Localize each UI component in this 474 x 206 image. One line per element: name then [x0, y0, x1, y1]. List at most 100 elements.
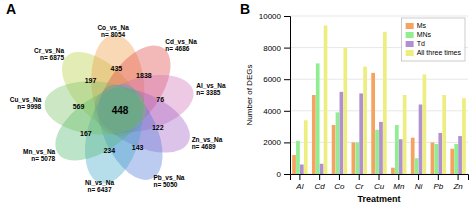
tick-mark — [284, 142, 290, 143]
x-tick-label: Zn — [452, 182, 463, 191]
y-tick-label: 0 — [277, 170, 282, 179]
legend-swatch — [406, 32, 414, 38]
x-tick: Mn — [393, 174, 405, 191]
bar — [355, 142, 359, 174]
legend-item: All three times — [406, 49, 462, 56]
venn-unique-value: 569 — [73, 103, 85, 110]
bar — [371, 73, 375, 174]
grid-line — [290, 16, 468, 17]
x-tick: Ni — [415, 174, 423, 191]
bar — [320, 164, 324, 174]
y-tick-label: 8000 — [263, 44, 281, 53]
venn-unique-value: 76 — [156, 96, 164, 103]
venn-set — [42, 77, 148, 138]
bar — [340, 92, 344, 174]
bar — [419, 104, 423, 174]
x-tick: Cu — [374, 174, 385, 191]
x-tick-label: Co — [334, 182, 345, 191]
venn-unique-values: 197435183876122143234167569 — [73, 65, 165, 154]
grid — [290, 16, 468, 174]
venn-unique-value: 197 — [85, 77, 97, 84]
x-tick-label: Cd — [315, 182, 326, 191]
x-tick: Cd — [315, 174, 326, 191]
venn-labels: Cr_vs_Nan= 6875 Co_vs_Nan= 8054 Cd_vs_Nan=… — [10, 24, 226, 193]
bar — [403, 95, 407, 174]
venn-unique-value: 122 — [152, 124, 164, 131]
tick-mark — [319, 174, 320, 180]
bar — [431, 142, 435, 174]
tick-mark — [284, 48, 290, 49]
tick-mark — [418, 174, 419, 180]
tick-mark — [359, 174, 360, 180]
bar — [423, 74, 427, 174]
tick-mark — [398, 174, 399, 180]
venn-label: Cd_vs_Nan= 4686 — [165, 38, 197, 52]
tick-mark — [438, 174, 439, 180]
bar — [316, 63, 320, 174]
axis-line — [291, 175, 469, 181]
venn-unique-value: 167 — [80, 130, 92, 137]
bar — [450, 149, 454, 174]
venn-label: Cr_vs_Nan= 6875 — [34, 47, 64, 61]
venn-unique-value: 143 — [132, 144, 144, 151]
legend-label: Ms — [417, 22, 427, 29]
venn-label: Ni_vs_Nan= 6437 — [85, 179, 115, 193]
y-axis: 0 2000 4000 6000 8000 10000 — [259, 12, 291, 179]
y-tick: 8000 — [263, 44, 290, 53]
venn-center-value: 448 — [112, 105, 129, 116]
venn-label: Al_vs_Nan= 3385 — [196, 82, 226, 96]
bar — [363, 67, 367, 174]
y-tick: 0 — [277, 170, 290, 179]
bar — [292, 155, 296, 174]
x-tick-label: Al — [295, 182, 303, 191]
tick-mark — [284, 16, 290, 17]
bar — [462, 98, 466, 174]
bar — [454, 144, 458, 174]
y-tick-label: 10000 — [259, 12, 282, 21]
legend-box — [402, 18, 465, 61]
x-tick: Cr — [355, 174, 364, 191]
axis-line — [284, 17, 291, 175]
y-tick: 6000 — [263, 75, 290, 84]
venn-label: Cu_vs_Nan= 9998 — [10, 96, 42, 110]
bar — [458, 136, 462, 174]
bar — [336, 112, 340, 174]
y-axis-title: Number of DEGs — [245, 65, 254, 126]
x-tick-label: Ni — [415, 182, 423, 191]
bar — [438, 133, 442, 174]
y-tick-label: 4000 — [263, 107, 281, 116]
x-axis-title: Treatment — [357, 194, 400, 204]
venn-label: Mn_vs_Nan= 5078 — [23, 148, 56, 162]
tick-mark — [284, 79, 290, 80]
x-axis: Al Cd Co Cr Cu Mn Ni Pb Zn — [291, 174, 469, 191]
y-tick-label: 6000 — [263, 75, 281, 84]
legend: MsMNsTdAll three times — [402, 18, 465, 61]
bar — [383, 32, 387, 174]
tick-mark — [284, 174, 290, 175]
panel-title: A — [6, 1, 16, 17]
venn-label: Co_vs_Nan= 8054 — [97, 24, 129, 38]
y-tick: 2000 — [263, 138, 290, 147]
y-tick: 10000 — [259, 12, 290, 21]
bar-series — [296, 63, 458, 174]
bar — [343, 48, 347, 174]
tick-mark — [339, 174, 340, 180]
x-tick: Pb — [433, 174, 443, 191]
venn-set — [43, 73, 157, 175]
bar — [312, 95, 316, 174]
venn-label: Pb_vs_Nan= 5050 — [153, 174, 184, 188]
tick-mark — [299, 174, 300, 180]
venn-unique-value: 234 — [103, 147, 115, 154]
bar — [395, 125, 399, 174]
bar — [332, 125, 336, 174]
bar — [324, 25, 328, 174]
venn-panel: A448197435183876122143234167569Cr_vs_Nan… — [6, 1, 226, 193]
venn-unique-value: 1838 — [136, 72, 152, 79]
x-tick: Al — [295, 174, 303, 191]
bar — [399, 139, 403, 174]
bar — [375, 130, 379, 174]
panel-title: B — [240, 1, 250, 17]
legend-item: MNs — [406, 31, 432, 38]
bar — [304, 120, 308, 174]
x-tick: Zn — [452, 174, 463, 191]
